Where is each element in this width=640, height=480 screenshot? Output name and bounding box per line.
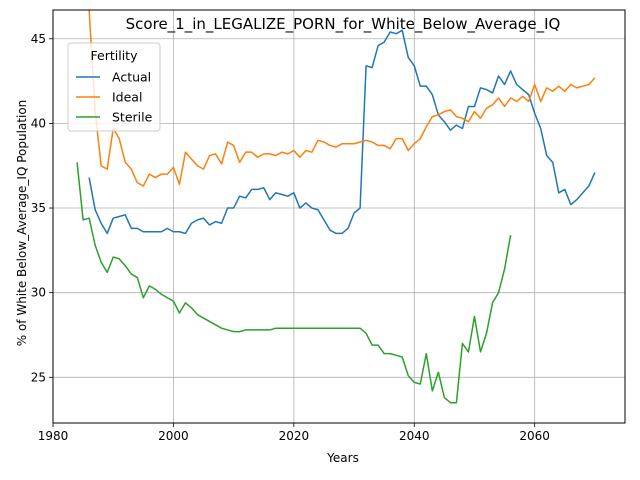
y-axis-ticks: 25 30 35 40 45: [31, 32, 53, 384]
legend-entries: Actual Ideal Sterile: [76, 70, 153, 125]
y-tick-label: 35: [31, 201, 46, 215]
x-tick-label: 2040: [399, 429, 430, 443]
x-tick-label: 2000: [158, 429, 189, 443]
chart-title: Score_1_in_LEGALIZE_PORN_for_White_Below…: [126, 15, 561, 34]
legend-title: Fertility: [91, 48, 139, 63]
y-tick-label: 30: [31, 286, 46, 300]
plot-frame: [52, 9, 626, 424]
y-tick-label: 25: [31, 370, 46, 384]
legend-box: [67, 42, 161, 132]
legend-label-ideal: Ideal: [112, 90, 142, 105]
series-line-sterile: [76, 162, 512, 404]
y-tick-label: 40: [31, 116, 46, 130]
legend-label-sterile: Sterile: [112, 110, 153, 125]
legend-label-actual: Actual: [112, 70, 151, 85]
series-line-actual: [88, 29, 596, 235]
series-lines: [76, 9, 596, 404]
x-tick-label: 2020: [279, 429, 310, 443]
series-line-ideal: [88, 9, 596, 187]
x-tick-label: 2060: [519, 429, 550, 443]
x-axis-ticks: 1980 2000 2020 2040 2060: [38, 423, 550, 443]
legend: Fertility Actual Ideal Sterile: [67, 42, 161, 132]
x-axis-label: Years: [326, 451, 359, 465]
y-tick-label: 45: [31, 32, 46, 46]
x-tick-label: 1980: [38, 429, 69, 443]
y-axis-label: % of White Below_Average_IQ Population: [15, 100, 29, 347]
